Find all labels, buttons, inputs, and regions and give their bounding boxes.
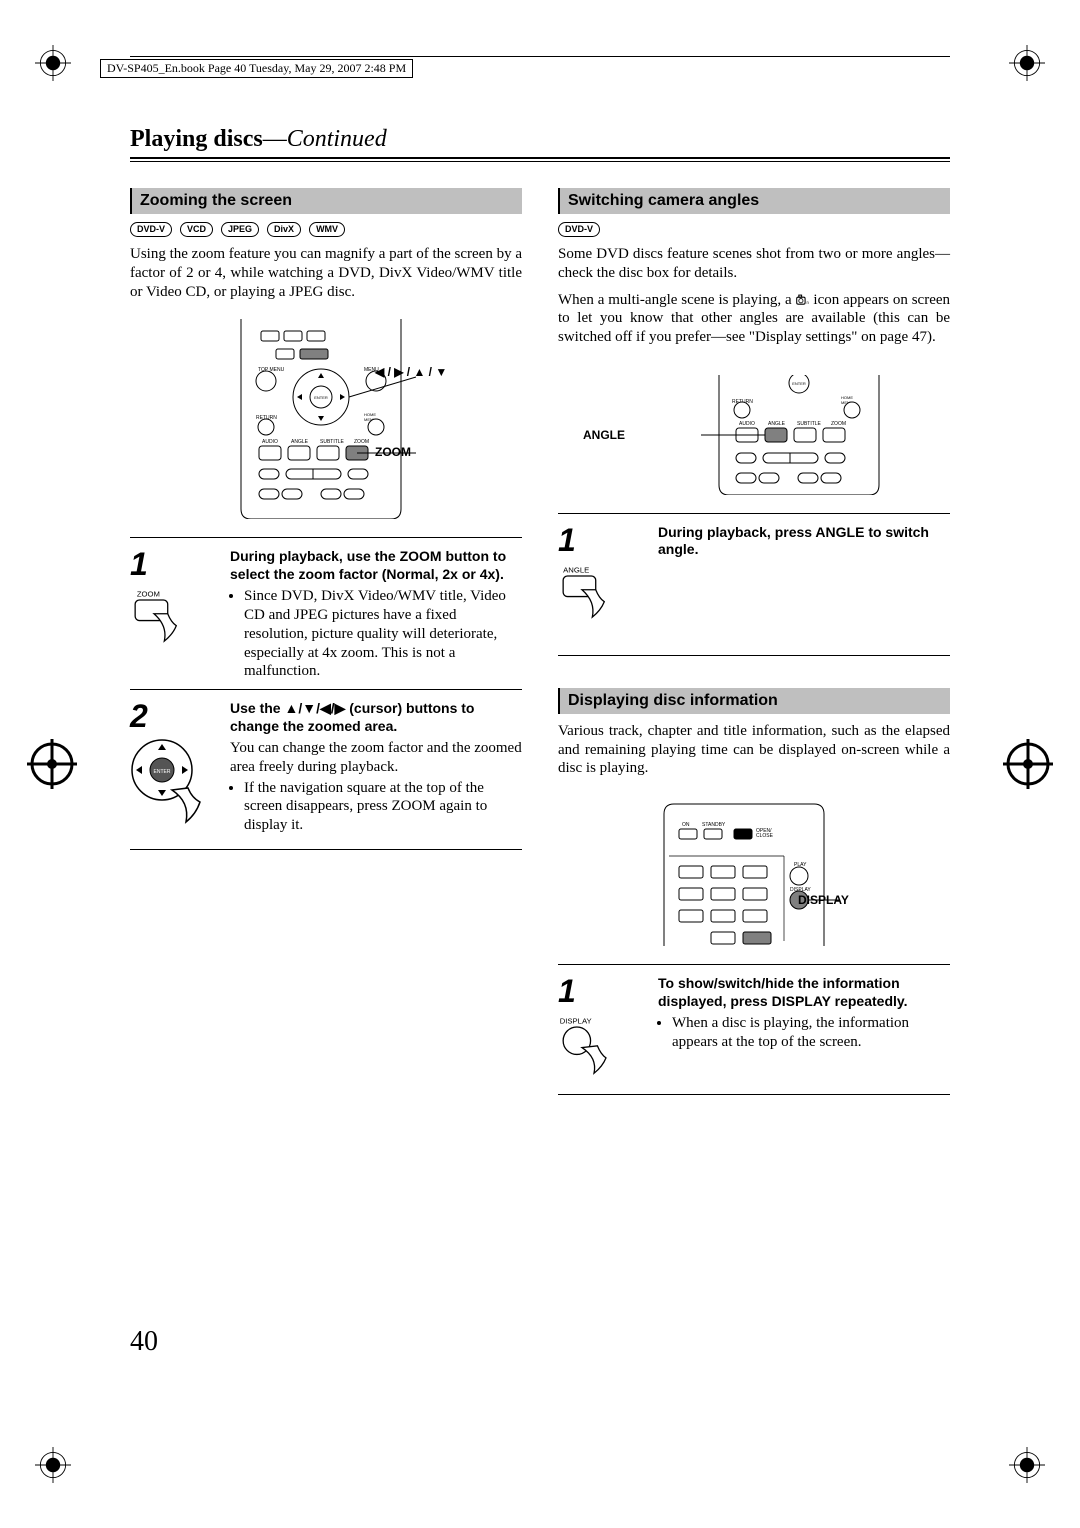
display-para: Various track, chapter and title informa… <box>558 722 950 778</box>
step-display-bullet: When a disc is playing, the information … <box>672 1014 950 1052</box>
step-number: 1 <box>558 524 642 556</box>
step-display-title: To show/switch/hide the information disp… <box>658 975 950 1010</box>
angle-para1: Some DVD discs feature scenes shot from … <box>558 245 950 283</box>
step-display-1: 1 DISPLAY To show/switch/hide the inform… <box>558 964 950 1095</box>
svg-text:CLOSE: CLOSE <box>756 833 774 839</box>
svg-text:ENTER: ENTER <box>154 769 171 775</box>
svg-text:DISPLAY: DISPLAY <box>560 1017 592 1026</box>
remote-angle-illustration: ENTER RETURN HOME MENU AUDIO ANGLE SUBTI… <box>619 375 889 495</box>
page-number: 40 <box>130 1326 158 1358</box>
format-badges-zoom: DVD-V VCD JPEG DivX WMV <box>130 222 522 237</box>
svg-text:ANGLE: ANGLE <box>291 439 309 445</box>
svg-text:AUDIO: AUDIO <box>739 421 755 427</box>
angle-para2: When a multi-angle scene is playing, a n… <box>558 291 950 347</box>
section-heading-zoom: Zooming the screen <box>130 188 522 214</box>
badge-dvdv: DVD-V <box>130 222 172 237</box>
step-number: 2 <box>130 700 214 732</box>
badge-jpeg: JPEG <box>221 222 259 237</box>
svg-text:ANGLE: ANGLE <box>768 421 786 427</box>
svg-text:SUBTITLE: SUBTITLE <box>797 421 822 427</box>
svg-text:ANGLE: ANGLE <box>563 565 589 574</box>
pdf-header-text: DV-SP405_En.book Page 40 Tuesday, May 29… <box>100 59 413 78</box>
right-column: Switching camera angles DVD-V Some DVD d… <box>558 188 950 1095</box>
figure-zoom-remote: TOP MENU MENU ENTER RETURN HOME MENU <box>130 319 522 519</box>
step-angle-1: 1 ANGLE During playback, press ANGLE to … <box>558 513 950 656</box>
svg-text:ZOOM: ZOOM <box>831 421 846 427</box>
badge-dvdv: DVD-V <box>558 222 600 237</box>
svg-text:ZOOM: ZOOM <box>137 590 160 599</box>
remote-display-illustration: ON STANDBY OPEN/ CLOSE <box>614 796 894 946</box>
dpad-icon: ENTER <box>130 736 208 826</box>
section-heading-angle: Switching camera angles <box>558 188 950 214</box>
badge-vcd: VCD <box>180 222 213 237</box>
figure-angle-remote: ENTER RETURN HOME MENU AUDIO ANGLE SUBTI… <box>558 375 950 495</box>
section-heading-display: Displaying disc information <box>558 688 950 714</box>
chapter-title: Playing discs—Continued <box>130 126 950 153</box>
svg-text:SUBTITLE: SUBTITLE <box>320 439 345 445</box>
step1-bullet: Since DVD, DivX Video/WMV title, Video C… <box>244 587 522 681</box>
step2-para: You can change the zoom factor and the z… <box>230 739 522 777</box>
badge-wmv: WMV <box>309 222 345 237</box>
svg-text:ENTER: ENTER <box>314 395 328 400</box>
camera-angle-icon: n <box>796 293 810 307</box>
display-button-icon: DISPLAY <box>558 1015 618 1075</box>
angle-button-icon: ANGLE <box>558 564 618 624</box>
zoom-button-icon: ZOOM <box>130 588 190 648</box>
step2-bullet: If the navigation square at the top of t… <box>244 779 522 835</box>
chapter-rule <box>130 157 950 162</box>
step-zoom-2: 2 ENTER Use the ▲/▼/◀/▶ (cursor) buttons… <box>130 689 522 850</box>
step-number: 1 <box>130 548 214 580</box>
svg-text:ZOOM: ZOOM <box>354 439 369 445</box>
step2-title: Use the ▲/▼/◀/▶ (cursor) buttons to chan… <box>230 700 522 735</box>
chapter-continued: Continued <box>287 126 387 152</box>
step-zoom-1: 1 ZOOM During playback, use the ZOOM but… <box>130 537 522 681</box>
step-number: 1 <box>558 975 642 1007</box>
figure-display-remote: ON STANDBY OPEN/ CLOSE <box>558 796 950 946</box>
left-column: Zooming the screen DVD-V VCD JPEG DivX W… <box>130 188 522 1095</box>
format-badges-angle: DVD-V <box>558 222 950 237</box>
step-angle-title: During playback, press ANGLE to switch a… <box>658 524 950 559</box>
badge-divx: DivX <box>267 222 301 237</box>
header-rule <box>130 56 950 57</box>
svg-text:n: n <box>806 300 809 305</box>
fig-label-display: DISPLAY <box>798 893 849 907</box>
svg-text:STANDBY: STANDBY <box>702 822 726 828</box>
chapter-name: Playing discs <box>130 126 263 152</box>
fig-label-arrows: ◀ / ▶ / ▲ / ▼ <box>375 365 447 379</box>
svg-text:ENTER: ENTER <box>792 381 806 386</box>
fig-label-angle: ANGLE <box>583 428 625 442</box>
zoom-intro-text: Using the zoom feature you can magnify a… <box>130 245 522 301</box>
remote-zoom-illustration: TOP MENU MENU ENTER RETURN HOME MENU <box>186 319 466 519</box>
step1-title: During playback, use the ZOOM button to … <box>230 548 522 583</box>
fig-label-zoom: ZOOM <box>375 445 411 459</box>
svg-text:AUDIO: AUDIO <box>262 439 278 445</box>
svg-text:ON: ON <box>682 822 690 828</box>
